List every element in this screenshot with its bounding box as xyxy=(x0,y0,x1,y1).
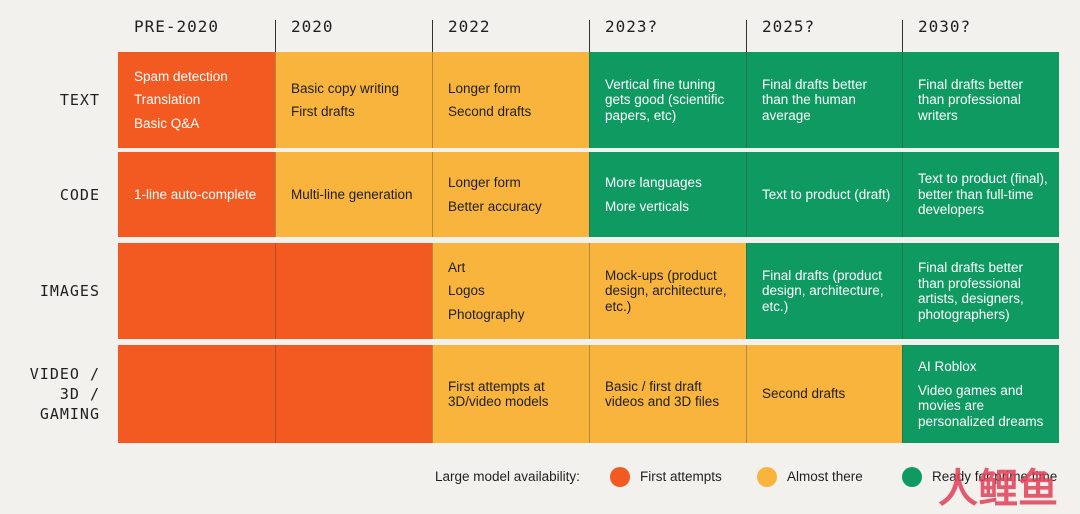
grid-cell: More languages More verticals xyxy=(589,152,746,237)
cell-text: Photography xyxy=(448,306,525,322)
cell-text: Second drafts xyxy=(762,386,846,402)
cell-text: First attempts at 3D/video models xyxy=(448,378,549,410)
row-label: CODE xyxy=(59,185,100,204)
grid-cell: Spam detection Translation Basic Q&A xyxy=(118,52,275,148)
column-separator xyxy=(746,243,747,339)
column-separator xyxy=(902,243,903,339)
column-separator xyxy=(746,52,747,148)
legend-dot-ready xyxy=(902,467,922,487)
cell-text: Mock-ups (product design, architecture, … xyxy=(605,267,727,314)
grid-cell: Text to product (final), better than ful… xyxy=(902,152,1059,237)
cell-text: Final drafts better than the human avera… xyxy=(762,76,868,123)
cell-text: Spam detection xyxy=(134,68,228,84)
header-divider xyxy=(432,20,433,52)
cell-text: First drafts xyxy=(291,104,355,119)
grid-cell: Final drafts (product design, architectu… xyxy=(746,243,902,339)
cell-text: Longer form xyxy=(448,175,521,190)
column-separator xyxy=(902,152,903,237)
column-header: 2023? xyxy=(605,16,659,36)
column-separator xyxy=(746,345,747,443)
column-separator xyxy=(432,52,433,148)
cell-text: Basic copy writing xyxy=(291,80,400,96)
cell-text: Video games and movies are personalized … xyxy=(918,382,1044,429)
grid-cell: Longer form Better accuracy xyxy=(432,152,589,237)
row-label: TEXT xyxy=(59,91,100,109)
cell-text: Final drafts (product design, architectu… xyxy=(762,267,884,314)
grid-cell: Longer form Second drafts xyxy=(432,52,589,148)
cell-text: Basic / first draft videos and 3D files xyxy=(605,378,720,410)
grid-cell: Basic / first draft videos and 3D files xyxy=(589,345,746,443)
grid-cell: First attempts at 3D/video models xyxy=(432,345,589,443)
column-separator xyxy=(589,243,590,339)
grid-cell xyxy=(118,345,275,443)
header-divider xyxy=(902,20,903,52)
grid-cell: Basic copy writing First drafts xyxy=(275,52,432,148)
row-label: VIDEO / 3D / GAMING xyxy=(29,365,100,423)
cell-text: More languages xyxy=(605,175,702,190)
grid-cell: Mock-ups (product design, architecture, … xyxy=(589,243,746,339)
grid-cell: Vertical fine tuning gets good (scientif… xyxy=(589,52,746,148)
header-divider xyxy=(746,20,747,52)
cell-text: Multi-line generation xyxy=(291,186,413,202)
cell-text: Text to product (draft) xyxy=(762,186,891,202)
column-separator xyxy=(275,345,276,443)
grid-cell xyxy=(275,243,432,339)
column-header: 2020 xyxy=(291,16,334,36)
legend-label-ready: Ready for prime time xyxy=(932,469,1058,484)
cell-text: AI Roblox xyxy=(918,359,977,374)
column-separator xyxy=(902,52,903,148)
grid-cell: Final drafts better than the human avera… xyxy=(746,52,902,148)
cell-text: 1-line auto-complete xyxy=(134,186,257,202)
grid-cell xyxy=(118,243,275,339)
column-separator xyxy=(275,152,276,237)
header-divider xyxy=(589,20,590,52)
header-divider xyxy=(275,20,276,52)
column-separator xyxy=(275,52,276,148)
legend-dot-almost-there xyxy=(757,467,777,487)
grid-cell xyxy=(275,345,432,443)
cell-text: Text to product (final), better than ful… xyxy=(918,171,1048,218)
column-separator xyxy=(902,345,903,443)
cell-text: Translation xyxy=(134,92,201,108)
cell-text: Art xyxy=(448,259,466,275)
column-separator xyxy=(589,152,590,237)
row-label: IMAGES xyxy=(39,282,100,300)
cell-text: Final drafts better than professional ar… xyxy=(918,260,1024,322)
cell-text: Final drafts better than professional wr… xyxy=(918,76,1024,123)
watermark-logo: 人鲤鱼 xyxy=(938,466,1058,512)
column-separator xyxy=(589,345,590,443)
grid-cell: Final drafts better than professional wr… xyxy=(902,52,1059,148)
legend-dot-first-attempts xyxy=(610,467,630,487)
grid-cell: AI Roblox Video games and movies are pers… xyxy=(902,345,1059,443)
cell-text: Vertical fine tuning gets good (scientif… xyxy=(605,76,725,123)
column-separator xyxy=(589,52,590,148)
column-header: 2022 xyxy=(448,16,491,36)
cell-text: Second drafts xyxy=(448,104,532,119)
grid-cell: Multi-line generation xyxy=(275,152,432,237)
column-separator xyxy=(432,243,433,339)
cell-text: Longer form xyxy=(448,80,521,96)
column-separator xyxy=(432,345,433,443)
column-separator xyxy=(746,152,747,237)
legend-title: Large model availability: xyxy=(435,469,580,484)
column-separator xyxy=(432,152,433,237)
column-header: 2025? xyxy=(762,16,816,36)
cell-text: Basic Q&A xyxy=(134,115,200,131)
cell-text: More verticals xyxy=(605,198,690,214)
column-header: PRE-2020 xyxy=(134,16,220,36)
legend-label-first-attempts: First attempts xyxy=(640,469,722,484)
column-header: 2030? xyxy=(918,16,972,36)
cell-text: Better accuracy xyxy=(448,198,542,214)
column-separator xyxy=(275,243,276,339)
legend-label-almost-there: Almost there xyxy=(787,469,863,484)
grid-cell: Art Logos Photography xyxy=(432,243,589,339)
grid-cell: 1-line auto-complete xyxy=(118,152,275,237)
grid-cell: Final drafts better than professional ar… xyxy=(902,243,1059,339)
grid-cell: Text to product (draft) xyxy=(746,152,902,237)
grid-cell: Second drafts xyxy=(746,345,902,443)
cell-text: Logos xyxy=(448,283,485,299)
